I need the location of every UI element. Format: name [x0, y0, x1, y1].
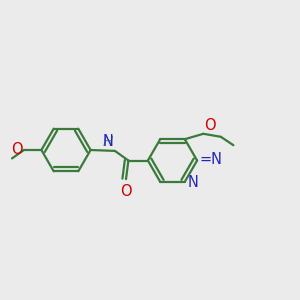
- Text: O: O: [120, 184, 132, 200]
- Text: N: N: [187, 175, 198, 190]
- Text: N: N: [103, 134, 114, 148]
- Text: H: H: [103, 134, 113, 148]
- Text: O: O: [205, 118, 216, 133]
- Text: =N: =N: [200, 152, 223, 166]
- Text: O: O: [11, 142, 23, 158]
